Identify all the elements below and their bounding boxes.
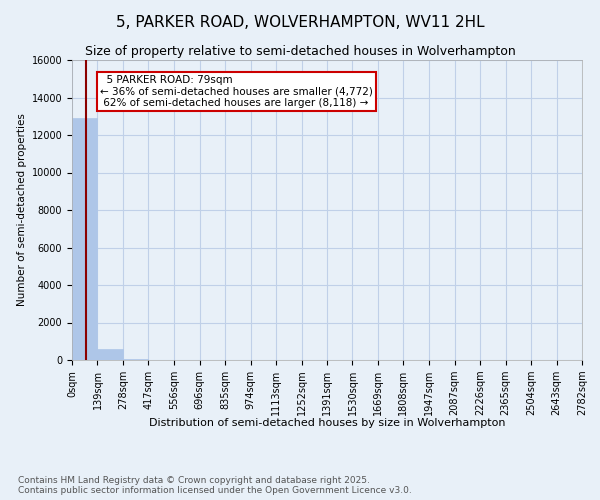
Bar	[72, 118, 97, 360]
Text: 5 PARKER ROAD: 79sqm
← 36% of semi-detached houses are smaller (4,772)
 62% of s: 5 PARKER ROAD: 79sqm ← 36% of semi-detac…	[100, 75, 373, 108]
Text: 5, PARKER ROAD, WOLVERHAMPTON, WV11 2HL: 5, PARKER ROAD, WOLVERHAMPTON, WV11 2HL	[116, 15, 484, 30]
Y-axis label: Number of semi-detached properties: Number of semi-detached properties	[17, 114, 28, 306]
Bar	[123, 359, 148, 360]
Text: Contains HM Land Registry data © Crown copyright and database right 2025.
Contai: Contains HM Land Registry data © Crown c…	[18, 476, 412, 495]
X-axis label: Distribution of semi-detached houses by size in Wolverhampton: Distribution of semi-detached houses by …	[149, 418, 505, 428]
Text: Size of property relative to semi-detached houses in Wolverhampton: Size of property relative to semi-detach…	[85, 45, 515, 58]
Bar	[97, 350, 123, 360]
